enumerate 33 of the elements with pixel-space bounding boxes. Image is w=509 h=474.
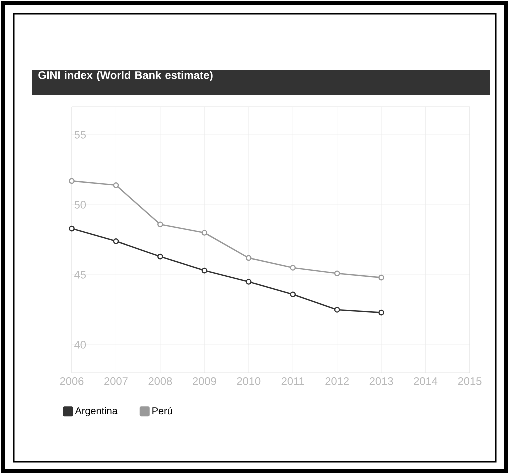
y-tick-label: 40 [74,341,86,349]
point [334,270,340,276]
point [246,279,252,285]
point [290,292,296,298]
chart-title: GINI index (World Bank estimate) [38,71,213,82]
point [202,268,208,274]
x-tick-label: 2013 [370,378,394,386]
legend-label: Argentina [75,407,118,417]
point [378,274,384,281]
point [246,255,252,262]
x-tick-label: 2007 [104,378,128,386]
point [202,230,208,236]
x-tick-label: 2010 [237,378,261,386]
point [69,178,75,184]
point [290,265,296,271]
x-tick-label: 2015 [458,378,482,386]
point [113,238,120,244]
x-tick-label: 2011 [282,378,304,386]
x-tick-label: 2012 [326,378,349,386]
x-tick-label: 2014 [414,378,438,386]
point [69,226,75,232]
legend-label: Perú [152,407,172,415]
x-tick-label: 2008 [148,378,172,386]
y-tick-label: 50 [74,201,86,209]
point [378,310,384,316]
x-tick-label: 2006 [60,378,84,386]
y-tick-label: 55 [74,131,86,139]
point [158,222,164,228]
y-tick-label: 45 [74,271,86,279]
x-tick-label: 2009 [193,378,216,386]
point [334,307,340,313]
point [158,254,164,260]
point [113,182,120,188]
